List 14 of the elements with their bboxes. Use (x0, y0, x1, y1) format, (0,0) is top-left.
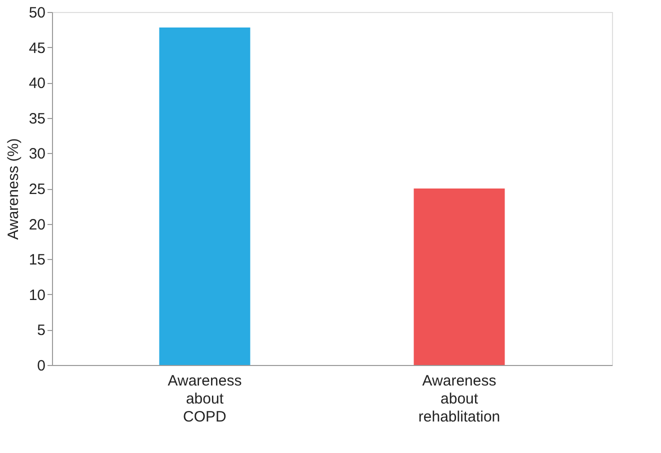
y-tick-label: 20 (28, 216, 46, 234)
y-tick-label: 0 (37, 358, 46, 374)
x-tick-label: Awareness about rehablitation (418, 372, 500, 426)
y-tick-label: 30 (28, 146, 46, 163)
y-tick-label: 45 (28, 40, 46, 57)
y-axis-title: Awareness (%) (4, 138, 22, 240)
x-tick-label: Awareness about COPD (168, 372, 242, 426)
y-tick-label: 10 (28, 286, 46, 304)
y-tick-label: 35 (28, 110, 46, 128)
y-tick-label: 50 (28, 4, 46, 22)
y-tick-label: 40 (28, 75, 46, 92)
y-tick-label: 25 (28, 181, 46, 198)
y-tick-label: 5 (37, 322, 46, 340)
y-tick-label: 15 (28, 252, 46, 269)
